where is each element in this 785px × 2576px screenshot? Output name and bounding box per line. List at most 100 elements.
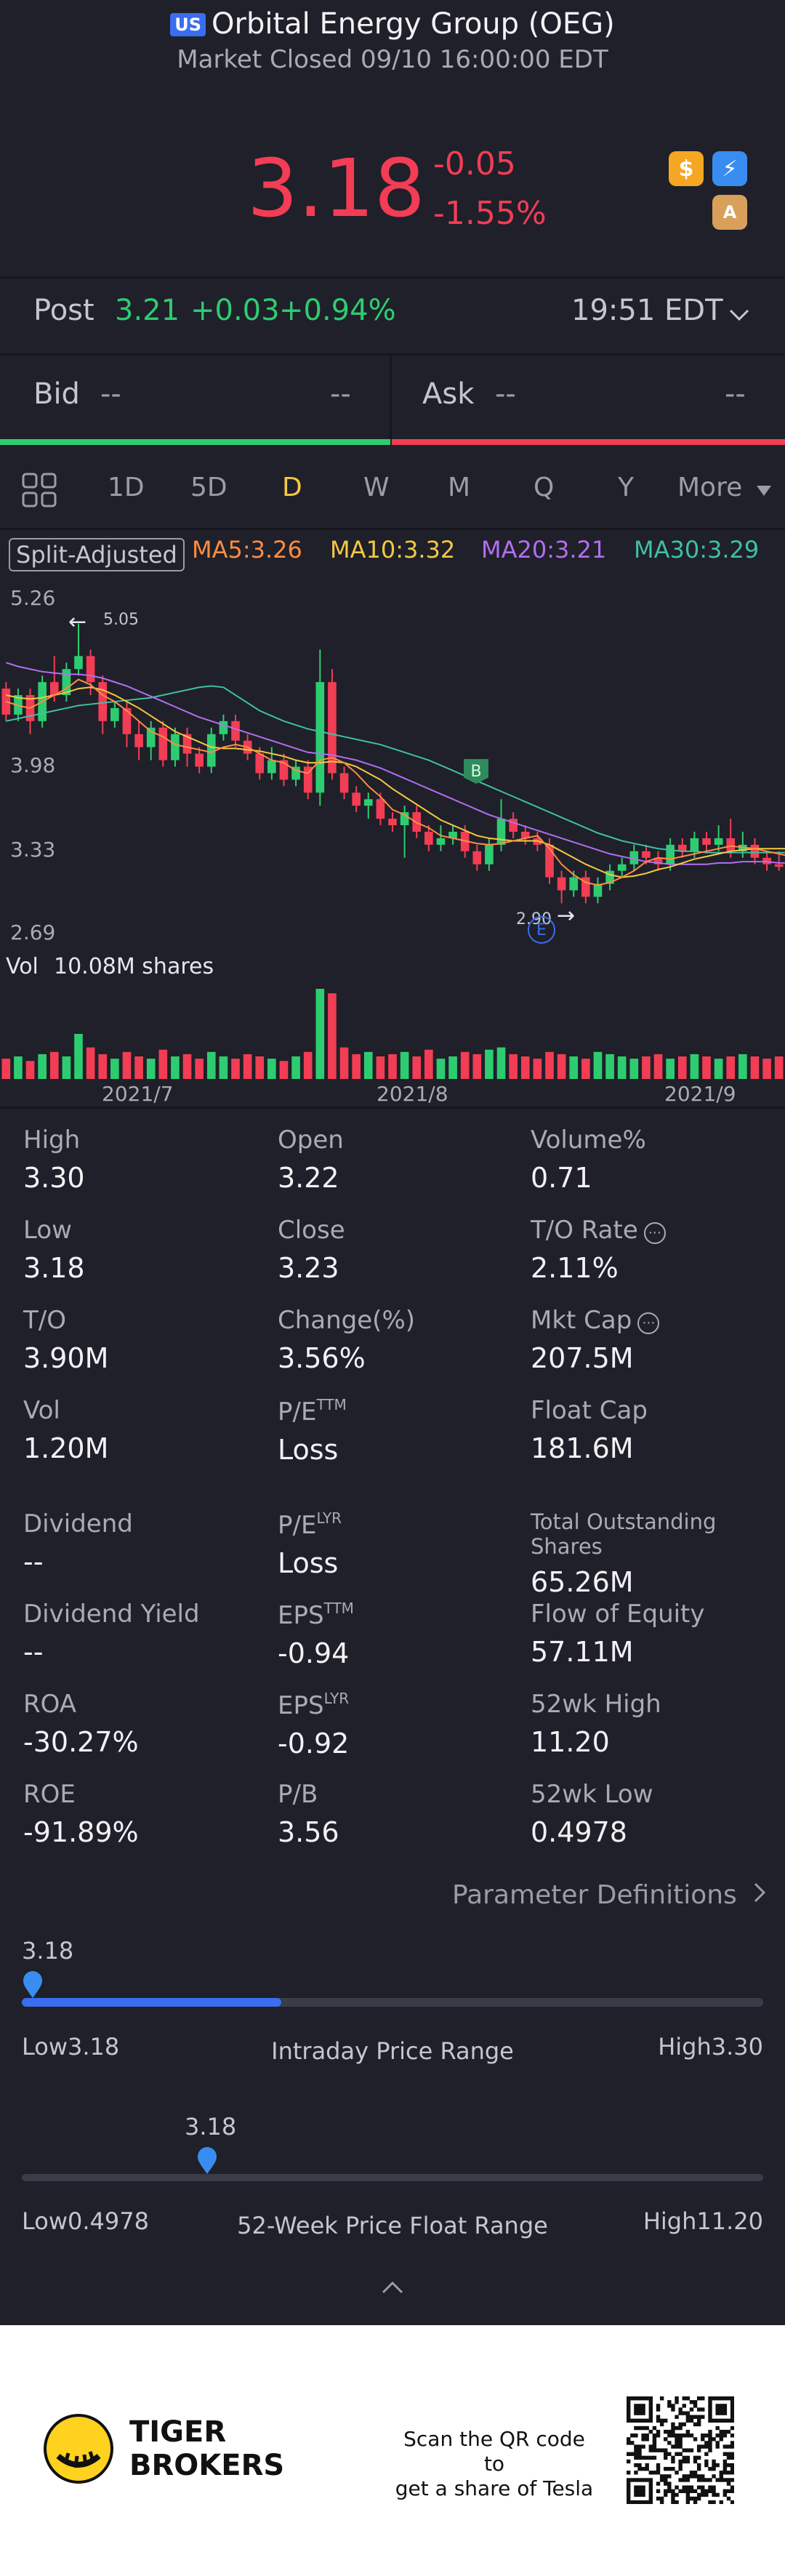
qr-module	[637, 2455, 642, 2460]
candle-body	[49, 682, 59, 696]
candlestick-chart[interactable]	[0, 574, 785, 945]
qr-module	[726, 2471, 731, 2475]
volume-bar	[400, 1051, 409, 1079]
split-adjusted-toggle[interactable]: Split-Adjusted	[9, 538, 185, 571]
qr-module	[722, 2478, 728, 2482]
qr-module	[656, 2407, 661, 2412]
qr-module	[701, 2485, 705, 2489]
qr-module	[719, 2478, 723, 2482]
qr-module	[671, 2500, 675, 2504]
qr-module	[667, 2481, 672, 2486]
tab-more[interactable]: More	[677, 473, 771, 502]
qr-module	[641, 2500, 645, 2504]
candle-body	[122, 707, 132, 734]
tab-m[interactable]: M	[448, 473, 471, 502]
stat-value: -0.94	[278, 1637, 350, 1669]
stat-vol: Vol 1.20M	[23, 1396, 108, 1464]
volume-bar	[25, 1061, 35, 1079]
tab-w[interactable]: W	[363, 473, 390, 502]
qr-module	[715, 2478, 720, 2482]
qr-module	[715, 2425, 720, 2431]
tab-d[interactable]: D	[282, 473, 302, 502]
qr-module	[634, 2418, 638, 2423]
qr-module	[712, 2474, 716, 2479]
qr-module	[641, 2433, 645, 2438]
stat-value: 3.56	[278, 1816, 339, 1848]
volume-bar	[750, 1056, 760, 1079]
tab-y[interactable]: Y	[618, 473, 634, 502]
grid-icon[interactable]	[22, 473, 57, 507]
earnings-marker[interactable]: E	[528, 916, 555, 944]
info-icon[interactable]: ⋯	[637, 1312, 660, 1334]
stat-value: -91.89%	[23, 1816, 139, 1848]
qr-module	[693, 2455, 698, 2460]
qr-module	[627, 2492, 631, 2497]
qr-code-icon[interactable]	[627, 2396, 734, 2504]
qr-module	[678, 2489, 683, 2493]
flash-icon[interactable]: ⚡	[712, 151, 747, 186]
qr-module	[696, 2396, 701, 2401]
volume-bar	[424, 1049, 433, 1079]
qr-module	[630, 2418, 635, 2423]
candle-body	[134, 734, 143, 747]
qr-module	[659, 2478, 664, 2482]
qr-module	[722, 2466, 728, 2471]
stat-label: T/O	[23, 1306, 66, 1335]
candle-body	[472, 851, 482, 864]
stat-label-suffix: LYR	[323, 1690, 350, 1707]
volume-chart[interactable]	[0, 982, 785, 1079]
candle-body	[593, 883, 603, 897]
week52-high-value: 11.20	[696, 2207, 763, 2235]
chevron-down-icon[interactable]	[728, 308, 750, 323]
qr-module	[715, 2492, 720, 2497]
qr-module	[671, 2455, 675, 2460]
volume-bar	[339, 1047, 349, 1079]
qr-module	[641, 2425, 645, 2431]
stat-label: P/ELYR	[278, 1509, 342, 1540]
candle-body	[569, 877, 579, 891]
qr-module	[627, 2418, 631, 2423]
ma5-label: MA5:3.26	[192, 536, 302, 563]
volume-bar	[219, 1056, 228, 1079]
qr-module	[664, 2489, 668, 2493]
qr-module	[730, 2407, 734, 2412]
qr-module	[641, 2404, 645, 2408]
qr-module	[704, 2452, 709, 2456]
post-market-row[interactable]: Post 3.21 +0.03 +0.94% 19:51 EDT	[0, 278, 785, 353]
tab-1d[interactable]: 1D	[108, 473, 145, 502]
qr-module	[704, 2492, 709, 2497]
dollar-icon[interactable]: $	[669, 151, 704, 186]
qr-module	[656, 2418, 661, 2423]
volume-bar	[146, 1059, 156, 1079]
parameter-definitions-link[interactable]: Parameter Definitions	[452, 1880, 767, 1910]
candle-body	[339, 773, 349, 793]
qr-module	[634, 2396, 638, 2401]
candle-body	[605, 870, 614, 884]
qr-module	[685, 2415, 691, 2419]
candle-body	[750, 844, 760, 858]
qr-module	[693, 2400, 698, 2404]
qr-module	[719, 2437, 723, 2441]
info-icon[interactable]: ⋯	[643, 1222, 666, 1244]
qr-caption: Scan the QR code to get a share of Tesla	[392, 2427, 596, 2501]
stack-icon[interactable]: A	[712, 195, 747, 230]
chevron-up-icon[interactable]	[381, 2279, 404, 2295]
qr-module	[664, 2474, 668, 2479]
qr-module	[678, 2459, 683, 2464]
qr-module	[682, 2474, 686, 2479]
qr-module	[641, 2478, 645, 2482]
qr-module	[648, 2496, 653, 2501]
qr-module	[675, 2437, 679, 2441]
volume-bar	[195, 1059, 204, 1079]
tab-5d[interactable]: 5D	[190, 473, 228, 502]
volume-bar	[714, 1059, 723, 1079]
stat-label: ROA	[23, 1690, 77, 1719]
qr-module	[722, 2459, 728, 2464]
qr-module	[630, 2441, 635, 2445]
qr-module	[637, 2466, 642, 2471]
qr-module	[722, 2489, 728, 2493]
volume-bar	[569, 1056, 579, 1079]
qr-module	[730, 2500, 734, 2504]
tab-q[interactable]: Q	[534, 473, 555, 502]
qr-module	[627, 2437, 631, 2441]
